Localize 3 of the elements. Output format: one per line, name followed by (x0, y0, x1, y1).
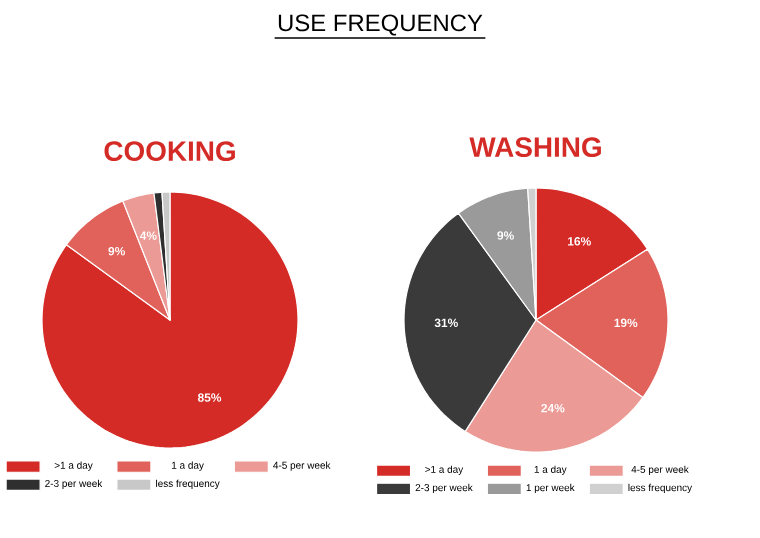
text: USE FREQUENCY (278, 14, 483, 36)
chart-title: WASHING (469, 137, 601, 158)
chart-title: COOKING (104, 141, 235, 162)
